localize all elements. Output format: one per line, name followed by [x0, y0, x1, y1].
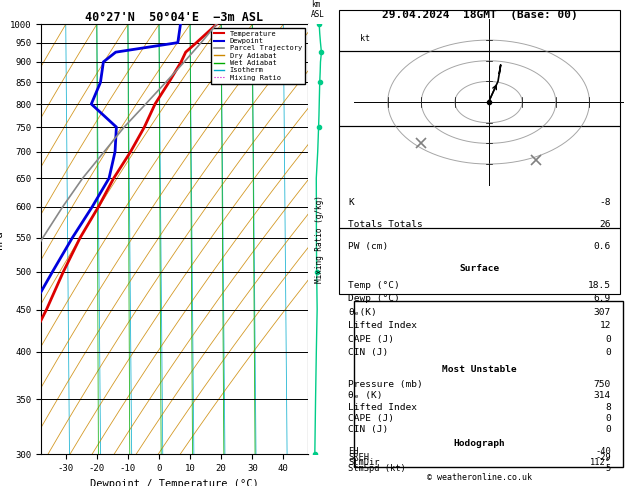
- Text: Most Unstable: Most Unstable: [442, 365, 517, 374]
- Text: Totals Totals: Totals Totals: [348, 220, 423, 229]
- Text: θₑ(K): θₑ(K): [348, 308, 377, 317]
- Text: -40: -40: [595, 448, 611, 456]
- Text: CIN (J): CIN (J): [348, 425, 388, 434]
- Text: 6.9: 6.9: [594, 294, 611, 303]
- Text: CAPE (J): CAPE (J): [348, 335, 394, 344]
- Text: Pressure (mb): Pressure (mb): [348, 380, 423, 389]
- Text: Dewp (°C): Dewp (°C): [348, 294, 400, 303]
- Text: Hodograph: Hodograph: [454, 439, 506, 448]
- Bar: [354, 301, 623, 467]
- Text: 8: 8: [605, 402, 611, 412]
- Text: 314: 314: [594, 391, 611, 400]
- Text: 5: 5: [606, 464, 611, 473]
- Bar: [339, 51, 620, 126]
- Text: 40°27'N  50°04'E  −3m ASL: 40°27'N 50°04'E −3m ASL: [86, 11, 264, 24]
- Text: 18.5: 18.5: [588, 281, 611, 290]
- Legend: Temperature, Dewpoint, Parcel Trajectory, Dry Adiabat, Wet Adiabat, Isotherm, Mi: Temperature, Dewpoint, Parcel Trajectory…: [211, 28, 304, 84]
- Text: EH: EH: [348, 448, 359, 456]
- Text: 6: 6: [313, 294, 317, 302]
- Bar: [339, 126, 620, 228]
- Text: 307: 307: [594, 308, 611, 317]
- Y-axis label: hPa: hPa: [0, 230, 4, 249]
- Text: © weatheronline.co.uk: © weatheronline.co.uk: [427, 473, 532, 482]
- Text: 8: 8: [313, 400, 317, 409]
- Text: 0: 0: [605, 335, 611, 344]
- Text: 3: 3: [313, 142, 317, 151]
- Text: 26: 26: [599, 220, 611, 229]
- Text: kt: kt: [360, 34, 370, 43]
- Text: 0: 0: [605, 348, 611, 357]
- Text: Temp (°C): Temp (°C): [348, 281, 400, 290]
- Text: StmDir: StmDir: [348, 458, 380, 468]
- Text: PW (cm): PW (cm): [348, 242, 388, 251]
- Text: CAPE (J): CAPE (J): [348, 414, 394, 423]
- Text: K: K: [348, 198, 354, 208]
- Text: 0: 0: [605, 425, 611, 434]
- Text: 112°: 112°: [590, 458, 611, 468]
- Bar: [339, 228, 620, 294]
- Text: 7: 7: [313, 347, 317, 356]
- Text: -29: -29: [595, 453, 611, 462]
- Text: 12: 12: [599, 321, 611, 330]
- Text: SREH: SREH: [348, 453, 369, 462]
- Text: -8: -8: [599, 198, 611, 208]
- Text: Surface: Surface: [460, 264, 499, 273]
- Text: 5: 5: [313, 246, 317, 256]
- Bar: [339, 10, 620, 51]
- Text: StmSpd (kt): StmSpd (kt): [348, 464, 406, 473]
- Text: Mixing Ratio (g/kg): Mixing Ratio (g/kg): [315, 195, 324, 283]
- Text: LCL: LCL: [313, 48, 326, 57]
- Text: km
ASL: km ASL: [311, 0, 325, 19]
- X-axis label: Dewpoint / Temperature (°C): Dewpoint / Temperature (°C): [90, 479, 259, 486]
- Text: 1: 1: [313, 48, 317, 57]
- Text: CIN (J): CIN (J): [348, 348, 388, 357]
- Text: Lifted Index: Lifted Index: [348, 402, 417, 412]
- Text: 0: 0: [605, 414, 611, 423]
- Text: 2: 2: [313, 95, 317, 104]
- Text: 29.04.2024  18GMT  (Base: 00): 29.04.2024 18GMT (Base: 00): [382, 10, 577, 20]
- Text: 750: 750: [594, 380, 611, 389]
- Text: Lifted Index: Lifted Index: [348, 321, 417, 330]
- Text: 0.6: 0.6: [594, 242, 611, 251]
- Text: θₑ (K): θₑ (K): [348, 391, 382, 400]
